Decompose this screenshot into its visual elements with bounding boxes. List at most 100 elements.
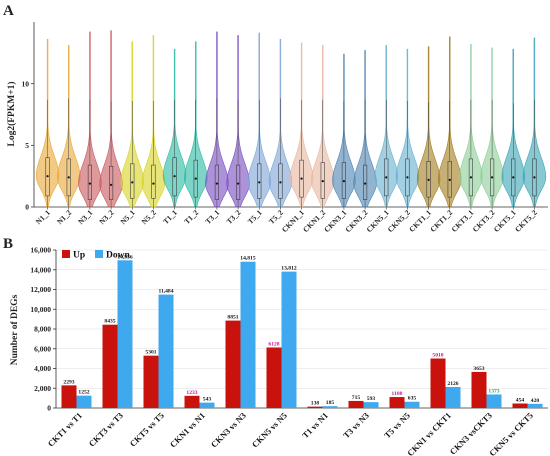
violin-x-tick-label: CKT5_1 xyxy=(492,208,518,234)
violin-median-dot xyxy=(236,182,240,185)
bar-value-label: 11,484 xyxy=(158,289,173,295)
violin-box xyxy=(320,162,325,199)
violin-median-dot xyxy=(88,182,92,185)
bar-y-tick-label: 4,000 xyxy=(34,364,51,373)
bar-x-tick-label: CKN3 vs N3 xyxy=(209,410,248,449)
violin-box xyxy=(87,164,92,200)
legend-swatch-down xyxy=(95,250,103,258)
violin-box xyxy=(236,164,241,200)
bar-up-1 xyxy=(102,324,118,408)
bar-x-tick-label: CKT1 vs T1 xyxy=(46,410,84,448)
violin-y-tick-label: 5 xyxy=(25,141,29,150)
bar-x-tick-label: CKT3 vs T3 xyxy=(87,410,125,448)
bar-down-9 xyxy=(445,387,461,408)
bar-up-11 xyxy=(512,403,528,408)
panel-b-letter: B xyxy=(3,236,13,252)
violin-median-dot xyxy=(342,180,346,183)
bar-value-label: 593 xyxy=(367,396,376,402)
bar-value-label: 1373 xyxy=(488,388,499,394)
bar-y-tick-label: 6,000 xyxy=(34,344,51,353)
bar-value-label: 138 xyxy=(311,401,320,407)
violin-T3_2 xyxy=(226,35,250,208)
bar-panel: B Number of DEGs 0 2,000 4,000 6,000 8,000 10… xyxy=(3,236,548,456)
violin-median-dot xyxy=(194,177,197,180)
bar-down-8 xyxy=(404,401,420,408)
bars xyxy=(61,260,543,408)
bar-value-label: 1252 xyxy=(78,390,89,396)
violin-x-tick-label: CKT3_1 xyxy=(450,208,476,234)
violin-x-tick-label: N5_1 xyxy=(119,208,137,226)
bar-up-9 xyxy=(430,358,446,408)
bar-value-label: 1108 xyxy=(392,391,403,397)
violin-N3_2 xyxy=(99,30,123,208)
violins xyxy=(35,30,547,208)
bar-x-tick-label: CKN5 vs N5 xyxy=(250,410,289,449)
violin-box xyxy=(172,157,177,197)
bar-value-label: 14,815 xyxy=(240,256,256,262)
violin-median-dot xyxy=(215,182,219,185)
bar-x-tick-label: CKT5 vs T5 xyxy=(128,410,166,448)
bar-down-0 xyxy=(76,395,92,408)
bar-y-tick-label: 12,000 xyxy=(30,285,51,294)
violin-box xyxy=(405,158,410,197)
bar-value-label: 5010 xyxy=(432,353,443,359)
bar-y-ticks: 0 2,000 4,000 6,000 8,000 10,000 12,000 14,000 1… xyxy=(30,246,56,413)
violin-median-dot xyxy=(385,176,388,179)
violin-median-dot xyxy=(490,176,494,179)
violin-x-tick-label: CKT5_2 xyxy=(513,208,539,234)
violin-T5_1 xyxy=(247,32,271,208)
violin-CKT1_2 xyxy=(438,36,462,208)
bar-up-0 xyxy=(61,385,77,408)
bar-down-1 xyxy=(117,260,133,408)
bar-up-5 xyxy=(266,347,282,408)
violin-median-dot xyxy=(300,177,303,180)
violin-median-dot xyxy=(321,180,324,183)
violin-x-tick-label: CKN5_2 xyxy=(386,208,412,234)
violin-box xyxy=(363,164,368,200)
violin-box xyxy=(130,163,135,199)
bar-x-labels: CKT1 vs T1 CKT3 vs T3 CKT5 vs T5 CKN1 vs N1… xyxy=(46,410,535,456)
violin-box xyxy=(532,158,537,197)
violin-box xyxy=(193,159,198,198)
violin-median-dot xyxy=(67,176,70,179)
violin-box xyxy=(341,162,346,199)
violin-box xyxy=(426,161,431,198)
bar-up-7 xyxy=(348,400,364,408)
bar-y-tick-label: 8,000 xyxy=(34,325,51,334)
violin-x-tick-label: CKT3_2 xyxy=(471,208,497,234)
violin-x-tick-label: N1_2 xyxy=(55,208,73,226)
bar-y-tick-label: 0 xyxy=(47,404,51,413)
violin-CKN3_2 xyxy=(353,50,377,208)
bar-value-label: 420 xyxy=(531,398,540,404)
violin-x-tick-label: T3_2 xyxy=(225,208,243,226)
violin-median-dot xyxy=(152,182,155,185)
bar-gridlines xyxy=(56,249,548,389)
bar-value-label: 8851 xyxy=(227,315,238,321)
bar-value-label: 1233 xyxy=(186,390,197,396)
bar-y-axis-title: Number of DEGs xyxy=(10,294,20,365)
violin-x-tick-label: T5_2 xyxy=(267,208,285,226)
violin-box xyxy=(151,164,156,199)
bar-y-tick-label: 2,000 xyxy=(34,384,51,393)
legend-swatch-up xyxy=(62,250,70,258)
violin-x-tick-label: N1_1 xyxy=(34,208,52,226)
violin-x-tick-label: T3_1 xyxy=(203,208,221,226)
violin-box xyxy=(447,161,452,198)
bar-x-tick-label: CKN1 vs N1 xyxy=(168,410,207,449)
bar-y-tick-label: 16,000 xyxy=(30,246,51,255)
legend-label-down: Down xyxy=(106,251,130,261)
violin-CKT5_1 xyxy=(501,48,525,208)
violin-x-tick-label: N3_1 xyxy=(76,208,94,226)
bar-up-3 xyxy=(184,395,200,408)
bar-value-label: 3653 xyxy=(473,366,484,372)
panel-a-letter: A xyxy=(3,3,14,19)
bar-value-label: 13,812 xyxy=(281,266,297,272)
bar-x-tick-label: T3 vs N3 xyxy=(341,410,371,440)
bar-value-label: 185 xyxy=(326,400,335,406)
violin-median-dot xyxy=(406,176,409,179)
violin-CKT5_2 xyxy=(522,37,547,208)
bar-value-label: 2293 xyxy=(63,379,74,385)
violin-box xyxy=(384,158,389,197)
violin-CKN5_2 xyxy=(395,48,420,208)
